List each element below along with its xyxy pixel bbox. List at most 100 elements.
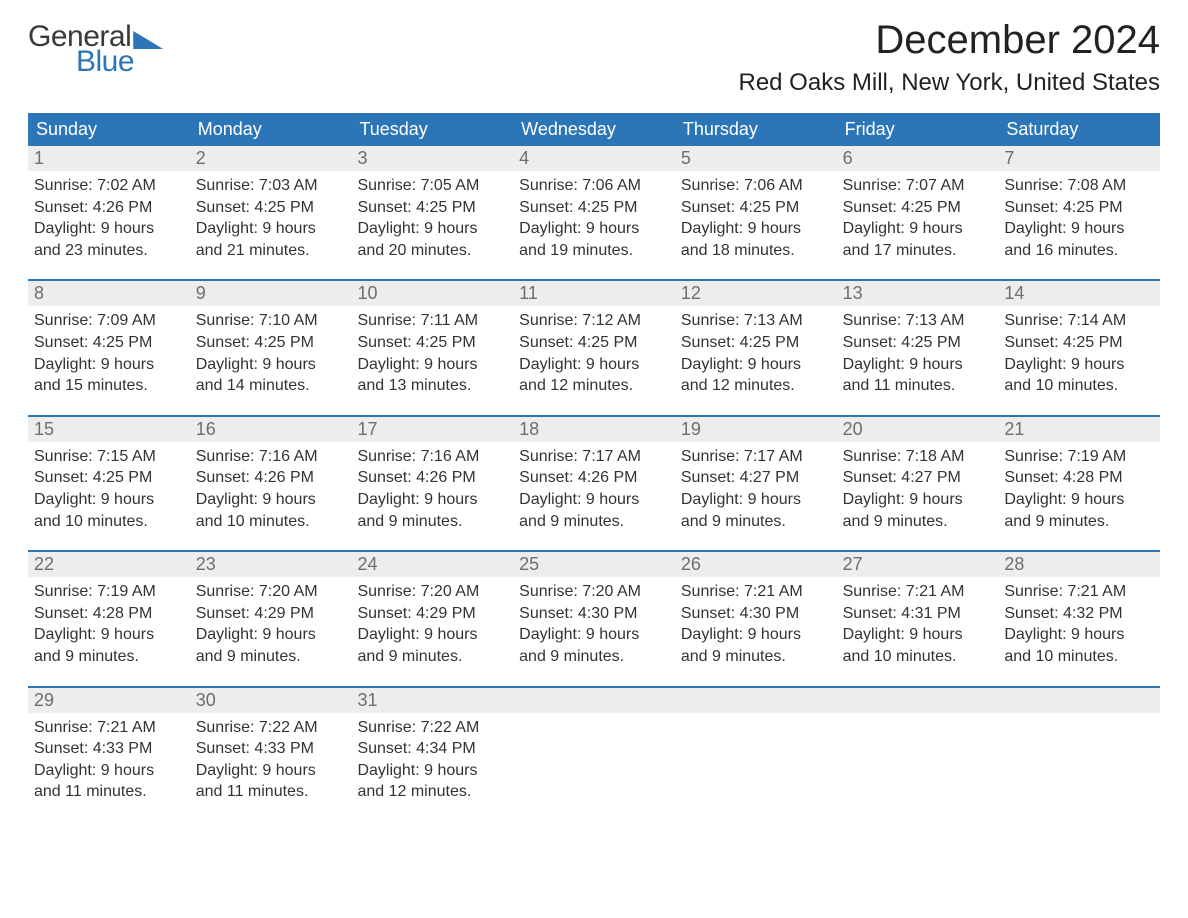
day-cell: 2Sunrise: 7:03 AMSunset: 4:25 PMDaylight… (190, 146, 352, 267)
day-dl2: and 13 minutes. (357, 375, 507, 397)
day-cell (998, 688, 1160, 809)
day-dl2: and 11 minutes. (843, 375, 993, 397)
day-cell: 27Sunrise: 7:21 AMSunset: 4:31 PMDayligh… (837, 552, 999, 673)
day-body: Sunrise: 7:06 AMSunset: 4:25 PMDaylight:… (513, 171, 675, 267)
day-dl2: and 11 minutes. (34, 781, 184, 803)
day-cell: 17Sunrise: 7:16 AMSunset: 4:26 PMDayligh… (351, 417, 513, 538)
location: Red Oaks Mill, New York, United States (738, 69, 1160, 97)
day-dl1: Daylight: 9 hours (1004, 489, 1154, 511)
day-cell: 4Sunrise: 7:06 AMSunset: 4:25 PMDaylight… (513, 146, 675, 267)
day-body: Sunrise: 7:06 AMSunset: 4:25 PMDaylight:… (675, 171, 837, 267)
day-sunset: Sunset: 4:34 PM (357, 738, 507, 760)
day-number: 8 (28, 281, 190, 306)
day-sunset: Sunset: 4:26 PM (519, 467, 669, 489)
day-dl1: Daylight: 9 hours (196, 760, 346, 782)
day-cell: 1Sunrise: 7:02 AMSunset: 4:26 PMDaylight… (28, 146, 190, 267)
day-number: 13 (837, 281, 999, 306)
day-number: 27 (837, 552, 999, 577)
day-body: Sunrise: 7:13 AMSunset: 4:25 PMDaylight:… (675, 306, 837, 402)
day-body: Sunrise: 7:02 AMSunset: 4:26 PMDaylight:… (28, 171, 190, 267)
day-body: Sunrise: 7:15 AMSunset: 4:25 PMDaylight:… (28, 442, 190, 538)
day-cell: 6Sunrise: 7:07 AMSunset: 4:25 PMDaylight… (837, 146, 999, 267)
day-dl2: and 11 minutes. (196, 781, 346, 803)
day-dl1: Daylight: 9 hours (196, 624, 346, 646)
day-number: 11 (513, 281, 675, 306)
day-number: 16 (190, 417, 352, 442)
day-cell (675, 688, 837, 809)
day-dl1: Daylight: 9 hours (357, 624, 507, 646)
day-sunset: Sunset: 4:25 PM (34, 332, 184, 354)
day-cell: 25Sunrise: 7:20 AMSunset: 4:30 PMDayligh… (513, 552, 675, 673)
day-sunset: Sunset: 4:25 PM (681, 197, 831, 219)
day-body (837, 713, 999, 723)
logo-word-blue: Blue (28, 47, 163, 77)
day-body: Sunrise: 7:21 AMSunset: 4:33 PMDaylight:… (28, 713, 190, 809)
day-cell: 14Sunrise: 7:14 AMSunset: 4:25 PMDayligh… (998, 281, 1160, 402)
day-sunset: Sunset: 4:26 PM (34, 197, 184, 219)
day-body: Sunrise: 7:20 AMSunset: 4:29 PMDaylight:… (190, 577, 352, 673)
day-sunset: Sunset: 4:25 PM (519, 197, 669, 219)
day-dl2: and 9 minutes. (357, 511, 507, 533)
day-sunset: Sunset: 4:28 PM (34, 603, 184, 625)
day-body: Sunrise: 7:21 AMSunset: 4:31 PMDaylight:… (837, 577, 999, 673)
day-sunrise: Sunrise: 7:18 AM (843, 446, 993, 468)
header: General Blue December 2024 Red Oaks Mill… (28, 18, 1160, 97)
day-cell: 31Sunrise: 7:22 AMSunset: 4:34 PMDayligh… (351, 688, 513, 809)
day-number: 12 (675, 281, 837, 306)
day-dl2: and 12 minutes. (519, 375, 669, 397)
day-sunset: Sunset: 4:25 PM (196, 197, 346, 219)
day-body: Sunrise: 7:09 AMSunset: 4:25 PMDaylight:… (28, 306, 190, 402)
day-sunrise: Sunrise: 7:06 AM (519, 175, 669, 197)
day-sunrise: Sunrise: 7:08 AM (1004, 175, 1154, 197)
day-dl2: and 9 minutes. (681, 511, 831, 533)
day-cell: 11Sunrise: 7:12 AMSunset: 4:25 PMDayligh… (513, 281, 675, 402)
weeks-container: 1Sunrise: 7:02 AMSunset: 4:26 PMDaylight… (28, 146, 1160, 809)
day-dl1: Daylight: 9 hours (681, 218, 831, 240)
day-body: Sunrise: 7:13 AMSunset: 4:25 PMDaylight:… (837, 306, 999, 402)
day-dl2: and 19 minutes. (519, 240, 669, 262)
dow-wednesday: Wednesday (513, 113, 675, 146)
day-number (837, 688, 999, 713)
day-number: 23 (190, 552, 352, 577)
day-sunrise: Sunrise: 7:20 AM (196, 581, 346, 603)
day-sunset: Sunset: 4:29 PM (196, 603, 346, 625)
day-dl2: and 21 minutes. (196, 240, 346, 262)
day-dl1: Daylight: 9 hours (519, 624, 669, 646)
day-sunrise: Sunrise: 7:19 AM (1004, 446, 1154, 468)
day-dl1: Daylight: 9 hours (843, 354, 993, 376)
day-dl2: and 10 minutes. (1004, 375, 1154, 397)
day-cell (837, 688, 999, 809)
day-cell: 12Sunrise: 7:13 AMSunset: 4:25 PMDayligh… (675, 281, 837, 402)
day-cell: 16Sunrise: 7:16 AMSunset: 4:26 PMDayligh… (190, 417, 352, 538)
day-sunrise: Sunrise: 7:10 AM (196, 310, 346, 332)
day-sunrise: Sunrise: 7:07 AM (843, 175, 993, 197)
day-dl1: Daylight: 9 hours (196, 354, 346, 376)
day-dl2: and 20 minutes. (357, 240, 507, 262)
day-dl1: Daylight: 9 hours (357, 354, 507, 376)
day-number: 20 (837, 417, 999, 442)
day-cell: 30Sunrise: 7:22 AMSunset: 4:33 PMDayligh… (190, 688, 352, 809)
dow-sunday: Sunday (28, 113, 190, 146)
day-body: Sunrise: 7:16 AMSunset: 4:26 PMDaylight:… (190, 442, 352, 538)
day-cell: 7Sunrise: 7:08 AMSunset: 4:25 PMDaylight… (998, 146, 1160, 267)
day-dl2: and 9 minutes. (34, 646, 184, 668)
day-number: 29 (28, 688, 190, 713)
day-cell: 24Sunrise: 7:20 AMSunset: 4:29 PMDayligh… (351, 552, 513, 673)
day-sunrise: Sunrise: 7:14 AM (1004, 310, 1154, 332)
day-dl2: and 10 minutes. (196, 511, 346, 533)
day-dl1: Daylight: 9 hours (843, 218, 993, 240)
day-dl2: and 10 minutes. (1004, 646, 1154, 668)
day-dl2: and 12 minutes. (357, 781, 507, 803)
day-body: Sunrise: 7:12 AMSunset: 4:25 PMDaylight:… (513, 306, 675, 402)
week-row: 15Sunrise: 7:15 AMSunset: 4:25 PMDayligh… (28, 415, 1160, 538)
day-sunrise: Sunrise: 7:06 AM (681, 175, 831, 197)
day-dl1: Daylight: 9 hours (357, 760, 507, 782)
day-cell: 8Sunrise: 7:09 AMSunset: 4:25 PMDaylight… (28, 281, 190, 402)
day-dl1: Daylight: 9 hours (681, 489, 831, 511)
day-number: 24 (351, 552, 513, 577)
day-sunset: Sunset: 4:28 PM (1004, 467, 1154, 489)
day-body: Sunrise: 7:07 AMSunset: 4:25 PMDaylight:… (837, 171, 999, 267)
month-title: December 2024 (738, 18, 1160, 63)
day-number: 14 (998, 281, 1160, 306)
day-sunset: Sunset: 4:25 PM (519, 332, 669, 354)
